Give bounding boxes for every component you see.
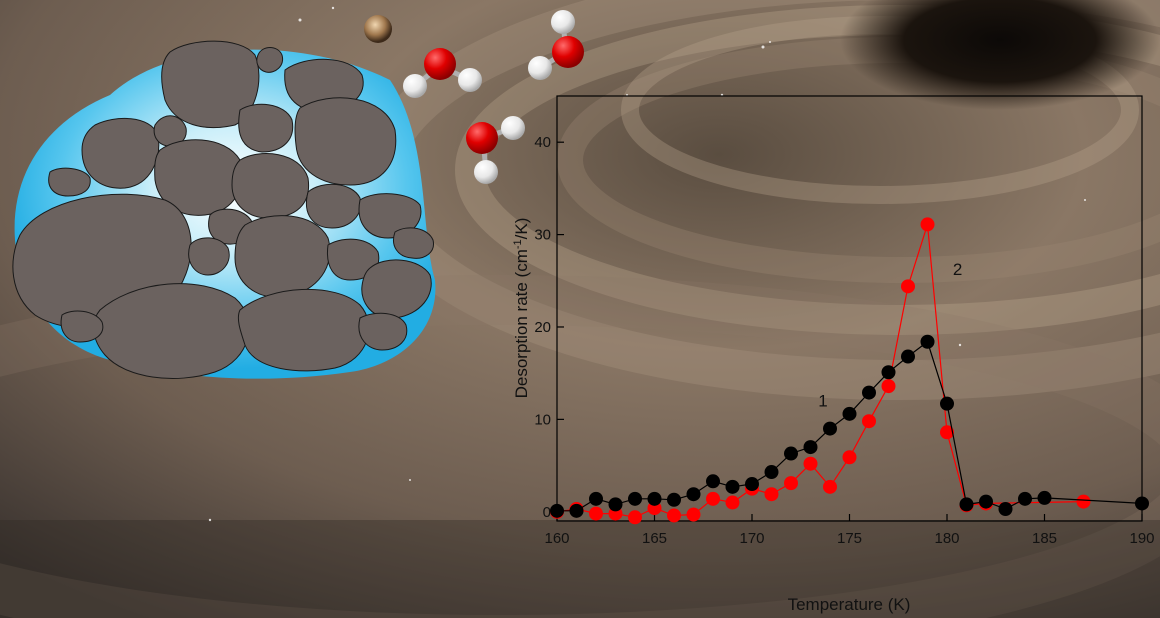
series-2-point [686, 507, 701, 522]
series-2-point [628, 510, 642, 525]
series-layer: 21 [550, 217, 1149, 525]
ice-dust-aggregate [12, 40, 436, 379]
x-axis-title: Temperature (K) [788, 595, 911, 614]
y-tick-label: 30 [534, 227, 551, 244]
series-1-point [959, 497, 974, 512]
series-1-point [901, 349, 915, 364]
series-2-point [589, 506, 603, 521]
y-tick-label: 0 [543, 504, 551, 521]
series-1 [550, 334, 1149, 518]
series-2-label: 2 [953, 260, 962, 279]
series-1-label: 1 [818, 391, 827, 410]
series-2-point [842, 450, 857, 465]
series-1-point [745, 477, 759, 492]
series-1-point [686, 487, 701, 502]
series-2-line [556, 224, 1084, 518]
y-tick-label: 40 [534, 134, 551, 151]
series-1-point [569, 503, 584, 518]
series-2-point [764, 487, 779, 502]
y-axis-title-tail: /K) [512, 218, 531, 240]
x-tick-label: 165 [642, 530, 667, 547]
series-2-point [862, 414, 876, 429]
x-tick-label: 160 [544, 530, 569, 547]
y-axis-title-sup: -1 [512, 239, 524, 249]
series-1-point [1037, 490, 1052, 505]
series-1-point [940, 396, 954, 411]
series-1-point [803, 440, 818, 455]
series-1-point [667, 492, 681, 507]
y-tick-label: 20 [534, 319, 551, 336]
series-1-point [647, 491, 662, 506]
series-1-point [979, 494, 993, 509]
x-tick-label: 175 [837, 530, 862, 547]
series-1-point [881, 365, 896, 380]
series-2-point [1076, 494, 1091, 509]
y-tick-label: 10 [534, 411, 551, 428]
series-1-point [725, 479, 740, 494]
series-1-point [764, 465, 779, 480]
series-1-line [557, 340, 1143, 512]
series-2-point [725, 495, 740, 510]
series-2-point [706, 491, 720, 506]
y-axis: 0 10 20 30 40 [534, 134, 564, 521]
series-1-point [628, 491, 642, 506]
x-tick-label: 185 [1032, 530, 1057, 547]
series-2-point [784, 476, 798, 491]
series-1-point [550, 503, 564, 518]
series-1-point [842, 406, 857, 421]
series-2-point [803, 456, 818, 471]
series-2-point [901, 279, 915, 294]
series-1-point [589, 491, 603, 506]
series-1-point [823, 421, 837, 436]
x-tick-label: 180 [934, 530, 959, 547]
series-2-point [881, 379, 896, 394]
series-2-point [940, 425, 954, 440]
x-axis: 160 165 170 175 180 185 190 [544, 514, 1155, 547]
water-molecules [403, 10, 584, 184]
series-2-point [920, 217, 935, 232]
series-2-point [667, 508, 681, 523]
x-tick-label: 170 [739, 530, 764, 547]
y-axis-title-main: Desorption rate (cm [512, 249, 531, 398]
series-2 [550, 217, 1091, 525]
series-1-point [1018, 491, 1032, 506]
y-axis-title: Desorption rate (cm-1/K) [512, 218, 531, 399]
series-1-point [706, 474, 720, 489]
series-1-point [862, 385, 876, 400]
series-1-point [998, 501, 1013, 516]
series-1-point [608, 497, 623, 512]
series-1-point [920, 334, 935, 349]
series-1-point [1135, 496, 1149, 511]
x-tick-label: 190 [1129, 530, 1154, 547]
series-1-point [784, 446, 798, 461]
series-2-point [823, 479, 837, 494]
